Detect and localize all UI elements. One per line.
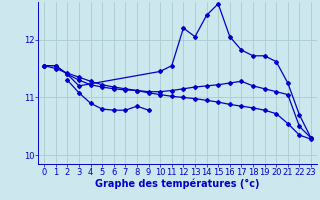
X-axis label: Graphe des températures (°c): Graphe des températures (°c) <box>95 179 260 189</box>
